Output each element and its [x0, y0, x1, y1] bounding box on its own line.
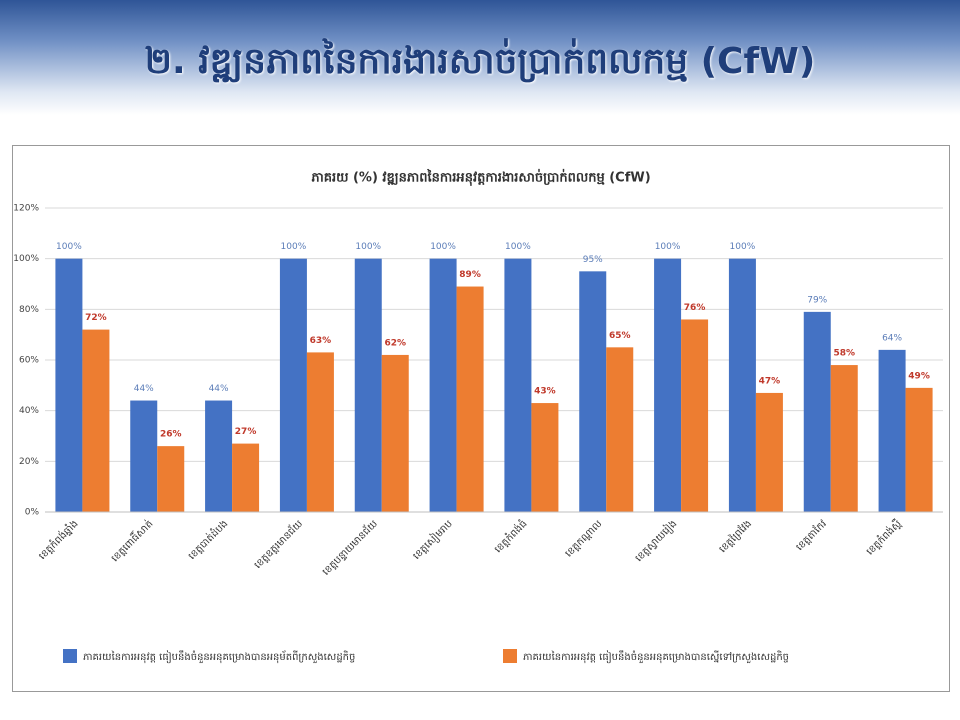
bar: [654, 258, 682, 512]
x-tick-label: ខេត្តស្វាយរៀង: [632, 517, 680, 565]
bar: [279, 258, 307, 512]
bar: [531, 403, 559, 512]
chart: ភាគរយ (%) វឌ្ឍនភាពនៃការអនុវត្តការងារសាច់…: [13, 169, 943, 664]
bar: [130, 400, 158, 512]
y-tick-label: 100%: [13, 254, 39, 264]
value-label: 43%: [534, 387, 556, 397]
y-tick-label: 80%: [19, 305, 39, 315]
value-label: 26%: [160, 430, 182, 440]
bar: [878, 349, 906, 512]
bar: [232, 443, 260, 512]
legend-swatch: [503, 649, 517, 663]
value-label: 100%: [730, 242, 756, 252]
bar: [728, 258, 756, 512]
x-tick-label: ខេត្តកំពង់ស្ពឺ: [863, 517, 904, 558]
bar: [157, 446, 185, 512]
value-label: 76%: [684, 303, 706, 313]
y-tick-label: 0%: [25, 508, 40, 518]
x-tick-label: ខេត្តកំពង់ធំ: [491, 517, 529, 555]
y-tick-label: 20%: [19, 457, 39, 467]
legend-swatch: [63, 649, 77, 663]
chart-title: ភាគរយ (%) វឌ្ឍនភាពនៃការអនុវត្តការងារសាច់…: [311, 169, 650, 187]
bar: [55, 258, 83, 512]
x-tick-label: ខេត្តកណ្ដាល: [563, 518, 604, 559]
value-label: 89%: [459, 270, 481, 280]
value-label: 44%: [134, 384, 154, 394]
bar: [830, 365, 858, 512]
value-label: 58%: [833, 349, 855, 359]
value-label: 64%: [882, 333, 902, 343]
x-tick-label: ខេត្តពោធិ៍សាត់: [107, 516, 155, 564]
x-tick-label: ខេត្តតាកែវ: [793, 517, 829, 553]
value-label: 27%: [235, 427, 257, 437]
x-tick-label: ខេត្តបាត់ដំបង: [185, 517, 230, 562]
x-tick-label: ខេត្តកំពង់ឆ្នាំង: [36, 517, 81, 562]
bar: [579, 271, 607, 512]
value-label: 63%: [310, 336, 332, 346]
value-label: 47%: [759, 376, 781, 386]
value-label: 100%: [56, 242, 82, 252]
value-label: 100%: [430, 242, 456, 252]
bar: [205, 400, 233, 512]
chart-panel: ភាគរយ (%) វឌ្ឍនភាពនៃការអនុវត្តការងារសាច់…: [12, 145, 950, 692]
bar: [606, 347, 634, 512]
bar: [504, 258, 532, 512]
x-tick-label: ខេត្តឧត្តរមានជ័យ: [251, 517, 305, 571]
slide-title: ២. វឌ្ឍនភាពនៃការងារសាច់ប្រាក់ពលកម្ម (CfW…: [144, 41, 816, 82]
value-label: 95%: [583, 255, 603, 265]
bar: [681, 319, 709, 512]
value-label: 100%: [281, 242, 307, 252]
bar: [803, 311, 831, 512]
value-label: 100%: [505, 242, 531, 252]
value-label: 72%: [85, 313, 107, 323]
bar: [381, 354, 409, 512]
bar: [82, 329, 110, 512]
value-label: 100%: [355, 242, 381, 252]
bar: [456, 286, 484, 512]
legend-label: ភាគរយនៃការអនុវត្ត ធៀបនឹងចំនួនអនុគម្រោងបា…: [83, 650, 355, 664]
x-tick-label: ខេត្តសៀមរាប: [410, 517, 456, 563]
value-label: 65%: [609, 331, 631, 341]
bar: [306, 352, 334, 512]
value-label: 100%: [655, 242, 681, 252]
value-label: 79%: [807, 295, 827, 305]
bar: [755, 392, 783, 512]
value-label: 44%: [209, 384, 229, 394]
bar: [905, 387, 933, 512]
value-label: 62%: [384, 338, 406, 348]
y-tick-label: 40%: [19, 406, 39, 416]
bar: [354, 258, 382, 512]
value-label: 49%: [908, 371, 930, 381]
bar: [429, 258, 457, 512]
legend-label: ភាគរយនៃការអនុវត្ត ធៀបនឹងចំនួនអនុគម្រោងបា…: [523, 650, 789, 664]
y-tick-label: 60%: [19, 356, 39, 366]
x-tick-label: ខេត្តព្រៃវែង: [716, 517, 754, 555]
y-tick-label: 120%: [13, 204, 39, 214]
x-tick-label: ខេត្តបន្ទាយមានជ័យ: [319, 517, 380, 578]
header-band: [0, 0, 960, 115]
